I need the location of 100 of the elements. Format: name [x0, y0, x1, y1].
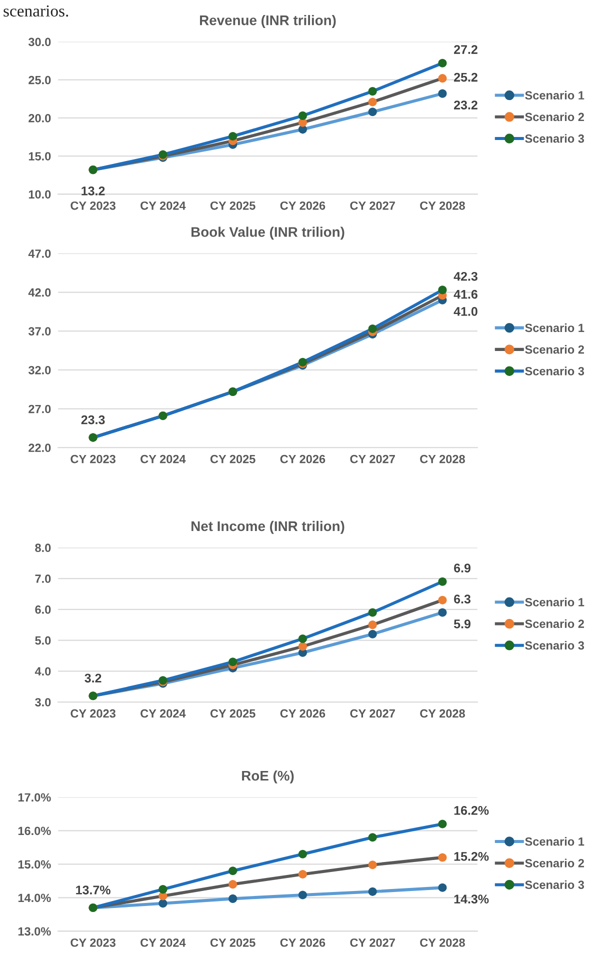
x-tick-label: CY 2024 [140, 709, 186, 718]
point [298, 634, 307, 644]
data-label: 13.2 [82, 186, 105, 196]
y-tick-label: 6.0 [35, 605, 51, 614]
x-tick-label: CY 2028 [420, 709, 465, 718]
x-tick-label: CY 2028 [420, 454, 465, 464]
y-tick-label: 5.0 [35, 636, 51, 645]
y-tick-label: 16.0% [18, 826, 51, 836]
chart-title: Net Income (INR trilion) [192, 520, 344, 534]
y-tick-label: 25.0 [28, 76, 51, 84]
x-tick-label: CY 2027 [350, 454, 395, 464]
legend-label: Scenario 2 [525, 112, 584, 122]
data-label: 41.0 [454, 307, 478, 316]
point [228, 658, 238, 666]
y-tick-label: 22.0 [28, 444, 51, 452]
data-label: 23.2 [454, 100, 478, 110]
legend-label: Scenario 3 [525, 134, 584, 143]
x-tick-label: CY 2028 [420, 938, 465, 947]
x-tick-label: CY 2027 [350, 938, 395, 947]
point [368, 620, 377, 630]
x-tick-label: CY 2028 [420, 201, 465, 210]
point [438, 596, 447, 604]
text: scenarios. [4, 5, 68, 17]
y-tick-label: 14.0% [18, 894, 51, 902]
y-tick-label: 37.0 [28, 327, 51, 336]
x-tick-label: CY 2023 [70, 709, 116, 718]
point [438, 883, 447, 892]
x-tick-label: CY 2026 [280, 709, 326, 718]
point [228, 894, 238, 903]
point [298, 890, 307, 900]
y-tick-label: 42.0 [28, 288, 51, 297]
legend-label: Scenario 1 [525, 837, 584, 846]
data-label: 25.2 [454, 72, 478, 82]
point [298, 870, 307, 879]
y-tick-label: 32.0 [28, 366, 51, 374]
point [368, 87, 377, 96]
data-label: 5.9 [454, 619, 470, 628]
y-tick-label: 27.0 [28, 404, 51, 414]
x-tick-label: CY 2025 [210, 454, 256, 464]
point [368, 108, 377, 116]
point [298, 111, 307, 120]
point [438, 853, 447, 862]
chart-title: Revenue (INR trilion) [200, 15, 336, 28]
y-tick-label: 13.0% [18, 927, 51, 936]
data-label: 42.3 [454, 272, 478, 281]
point [228, 880, 238, 889]
legend-label: Scenario 2 [525, 619, 584, 628]
data-label: 6.3 [454, 594, 470, 604]
point [438, 58, 447, 68]
x-tick-label: CY 2025 [210, 709, 256, 718]
data-label: 27.2 [454, 45, 478, 54]
y-tick-label: 30.0 [28, 38, 51, 46]
point [438, 89, 447, 98]
point [368, 860, 377, 870]
point [368, 630, 377, 638]
chart-title: Book Value (INR trilion) [192, 226, 344, 240]
y-tick-label: 8.0 [35, 544, 51, 552]
x-tick-label: CY 2023 [70, 454, 116, 464]
point [368, 887, 377, 896]
data-label: 3.2 [84, 674, 102, 683]
chart-title: RoE (%) [242, 770, 294, 784]
point [438, 577, 447, 586]
y-tick-label: 7.0 [35, 574, 51, 583]
x-tick-label: CY 2027 [350, 201, 395, 210]
data-label: 14.3% [454, 894, 489, 904]
legend-label: Scenario 1 [525, 323, 584, 332]
point [438, 286, 447, 294]
point [228, 132, 238, 141]
point [368, 324, 377, 334]
y-tick-label: 20.0 [28, 114, 51, 122]
point [298, 850, 307, 858]
data-label: 23.3 [81, 415, 105, 424]
data-label: 41.6 [454, 290, 478, 299]
x-tick-label: CY 2025 [210, 201, 256, 210]
point [298, 642, 307, 651]
point [368, 608, 377, 617]
y-tick-label: 4.0 [34, 667, 51, 676]
y-tick-label: 17.0% [18, 793, 51, 802]
x-tick-label: CY 2026 [280, 201, 326, 210]
legend-label: Scenario 3 [525, 366, 584, 376]
data-label: 13.7% [76, 886, 110, 894]
y-tick-label: 15.0% [18, 860, 51, 869]
legend-label: Scenario 2 [525, 858, 584, 868]
point [438, 74, 447, 83]
x-tick-label: CY 2025 [210, 938, 256, 947]
point [438, 820, 447, 828]
x-tick-label: CY 2024 [140, 938, 186, 947]
data-label: 15.2% [454, 852, 489, 861]
x-tick-label: CY 2026 [280, 454, 326, 464]
x-tick-label: CY 2026 [280, 938, 326, 947]
data-label: 16.2% [454, 806, 489, 815]
x-tick-label: CY 2024 [140, 454, 186, 464]
point [368, 98, 377, 106]
point [228, 866, 238, 876]
legend-label: Scenario 1 [525, 598, 584, 606]
point [158, 899, 168, 908]
y-tick-label: 47.0 [28, 249, 51, 258]
point [158, 885, 168, 894]
x-tick-label: CY 2027 [350, 709, 395, 718]
legend-label: Scenario 3 [525, 880, 584, 890]
